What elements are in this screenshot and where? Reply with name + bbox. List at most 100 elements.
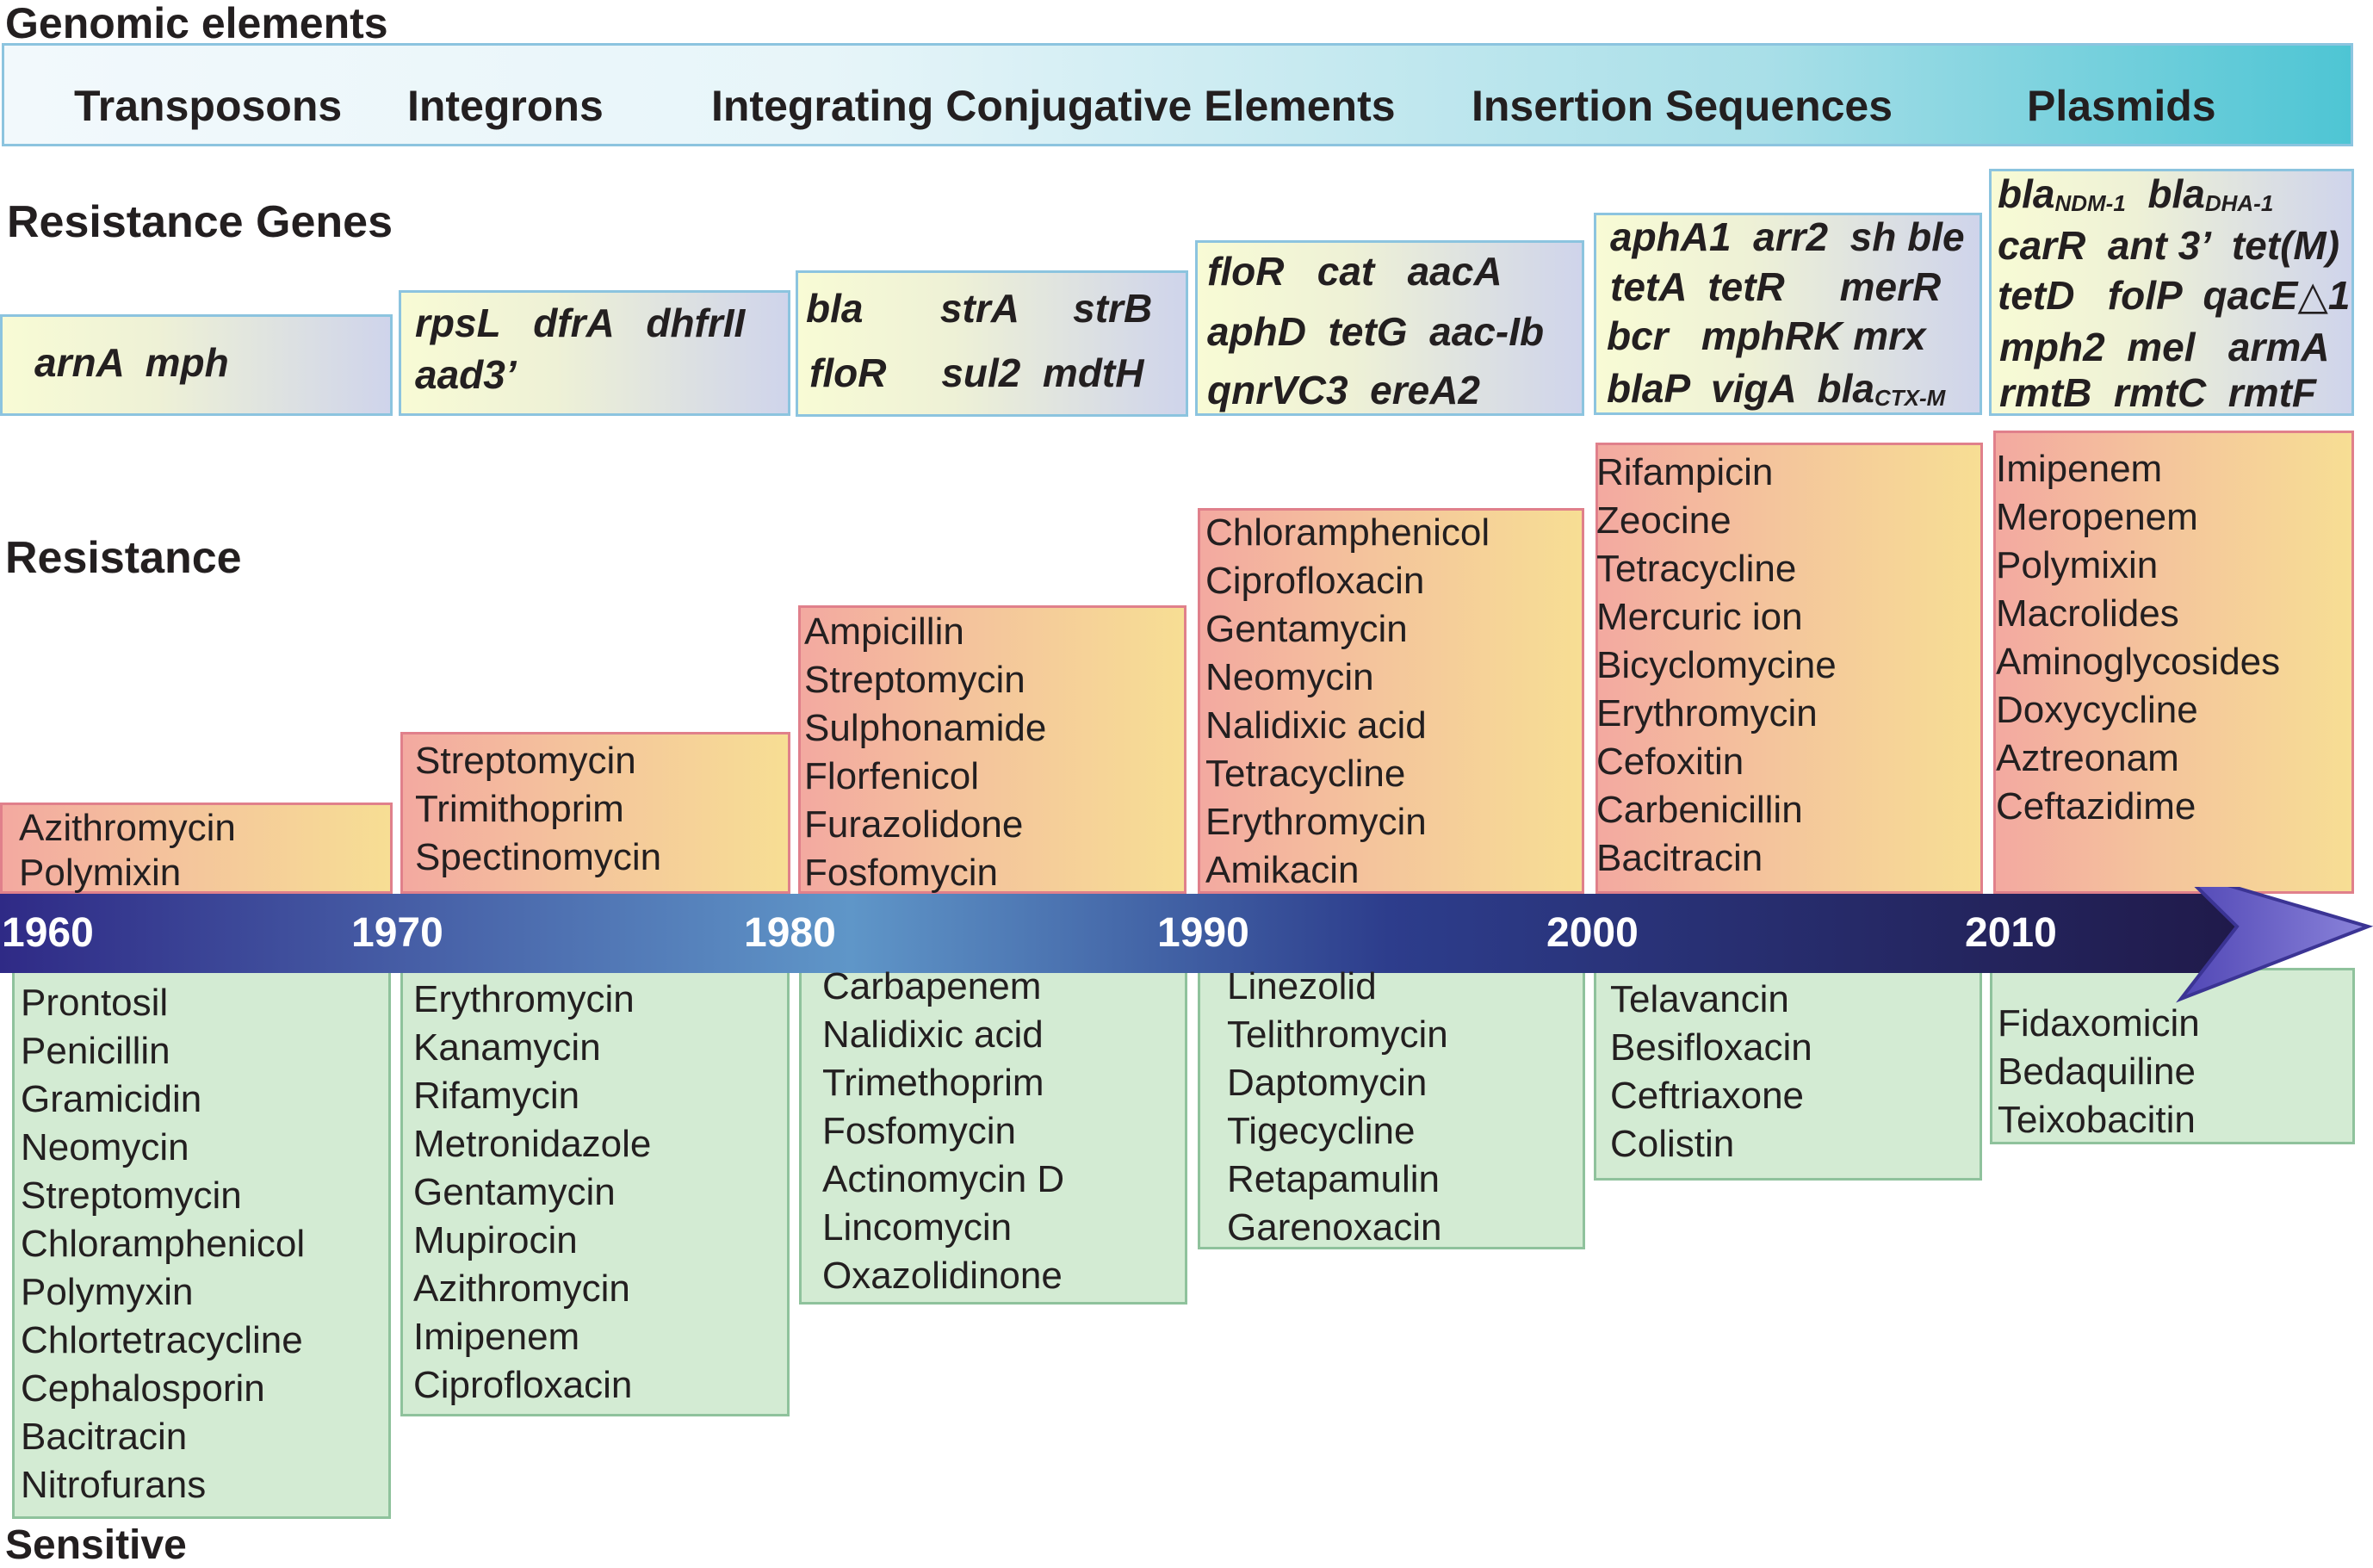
resistance-box-2000: [1595, 443, 1983, 894]
year-label-2010: 2010: [1965, 910, 2057, 956]
resistance-box-1970: [400, 732, 790, 894]
resistance-drug-2010: Macrolides: [1996, 592, 2179, 635]
resistance-drug-1990: Tetracycline: [1205, 753, 1406, 795]
genomic-element-plasmids: Plasmids: [2027, 82, 2216, 130]
resistance-box-1990: [1198, 508, 1584, 894]
year-label-2000: 2000: [1546, 910, 1639, 956]
resistance-drug-1990: Erythromycin: [1205, 801, 1427, 843]
sensitive-drug-1990: Linezolid: [1227, 965, 1377, 1007]
year-label-1990: 1990: [1157, 910, 1249, 956]
resistance-drug-2000: Bacitracin: [1596, 837, 1763, 879]
sensitive-drug-1960: Polymyxin: [21, 1271, 194, 1313]
resistance-drug-2000: Bicyclomycine: [1596, 644, 1837, 686]
resistance-drug-2000: Cefoxitin: [1596, 741, 1744, 783]
resistance-drug-1980: Sulphonamide: [804, 707, 1047, 749]
gene-line: rmtB rmtC rmtF: [1999, 370, 2317, 415]
timeline-bar: [0, 894, 2239, 973]
gene-line: mph2 mel armA: [1999, 325, 2330, 369]
genomic-element-ices: Integrating Conjugative Elements: [711, 82, 1396, 130]
gene-box-2010: [1989, 169, 2354, 416]
sensitive-box-2010: [1990, 968, 2355, 1144]
gene-box-2000: [1594, 213, 1982, 415]
resistance-drug-1980: Florfenicol: [804, 755, 979, 797]
resistance-drug-1970: Streptomycin: [415, 740, 636, 782]
gene-line: aad3’: [415, 352, 517, 397]
gene-line: floR sul2 mdtH: [809, 350, 1144, 395]
resistance-drug-2000: Zeocine: [1596, 499, 1732, 542]
sensitive-drug-1980: Carbapenem: [822, 965, 1042, 1007]
resistance-drug-1980: Streptomycin: [804, 659, 1025, 701]
resistance-drug-2010: Polymixin: [1996, 544, 2159, 586]
resistance-drug-1960: Polymixin: [19, 852, 182, 894]
resistance-drug-2000: Carbenicillin: [1596, 789, 1803, 831]
gene-line: arnA mph: [34, 340, 229, 385]
timeline-arrow-head: [2176, 887, 2373, 1003]
gene-box-1970: [399, 290, 790, 416]
gene-line: bla strA strB: [806, 286, 1153, 331]
sensitive-label: Sensitive: [5, 1522, 187, 1568]
resistance-drug-2010: Aminoglycosides: [1996, 641, 2281, 683]
sensitive-drug-1980: Fosfomycin: [822, 1110, 1016, 1152]
resistance-drug-1980: Furazolidone: [804, 803, 1024, 846]
sensitive-drug-2000: Besifloxacin: [1610, 1026, 1812, 1069]
resistance-drug-1990: Chloramphenicol: [1205, 511, 1490, 554]
sensitive-drug-1960: Neomycin: [21, 1126, 189, 1168]
genomic-elements-banner: [2, 43, 2353, 146]
sensitive-drug-1970: Imipenem: [413, 1316, 580, 1358]
sensitive-drug-2000: Ceftriaxone: [1610, 1075, 1805, 1117]
resistance-drug-2010: Ceftazidime: [1996, 785, 2196, 827]
resistance-drug-1970: Spectinomycin: [415, 836, 662, 878]
resistance-box-1980: [798, 605, 1186, 894]
sensitive-drug-1980: Oxazolidinone: [822, 1255, 1063, 1297]
year-label-1980: 1980: [744, 910, 836, 956]
sensitive-drug-1960: Prontosil: [21, 982, 169, 1024]
gene-line: carR ant 3’ tet(M): [1998, 223, 2340, 268]
resistance-genes-label: Resistance Genes: [7, 197, 393, 247]
sensitive-drug-2000: Telavancin: [1610, 978, 1789, 1020]
sensitive-drug-1960: Chloramphenicol: [21, 1223, 306, 1265]
genomic-element-insertion-sequences: Insertion Sequences: [1472, 82, 1893, 130]
resistance-drug-1990: Ciprofloxacin: [1205, 560, 1425, 602]
resistance-drug-1970: Trimithoprim: [415, 788, 624, 830]
resistance-drug-2010: Aztreonam: [1996, 737, 2179, 779]
gene-line: aphD tetG aac-Ib: [1207, 309, 1545, 354]
sensitive-drug-1990: Retapamulin: [1227, 1158, 1441, 1200]
sensitive-drug-2000: Colistin: [1610, 1123, 1735, 1165]
resistance-drug-1990: Nalidixic acid: [1205, 704, 1427, 747]
sensitive-drug-1960: Penicillin: [21, 1030, 170, 1072]
gene-box-1960: [0, 314, 393, 416]
sensitive-drug-1960: Bacitracin: [21, 1416, 188, 1458]
resistance-drug-2000: Mercuric ion: [1596, 596, 1803, 638]
sensitive-drug-1990: Daptomycin: [1227, 1062, 1428, 1104]
sensitive-drug-1960: Gramicidin: [21, 1078, 202, 1120]
gene-line: aphA1 arr2 sh ble: [1610, 214, 1965, 259]
sensitive-box-1960: [12, 968, 391, 1519]
sensitive-drug-1970: Metronidazole: [413, 1123, 652, 1165]
sensitive-drug-1980: Nalidixic acid: [822, 1013, 1044, 1056]
resistance-drug-2000: Tetracycline: [1596, 548, 1797, 590]
sensitive-drug-1960: Cephalosporin: [21, 1367, 265, 1410]
resistance-drug-2000: Erythromycin: [1596, 692, 1818, 734]
gene-line: blaP vigA blaCTX-M: [1607, 366, 1946, 411]
resistance-drug-2010: Meropenem: [1996, 496, 2198, 538]
timeline: [0, 887, 2373, 1003]
sensitive-drug-1970: Ciprofloxacin: [413, 1364, 633, 1406]
sensitive-drug-1960: Streptomycin: [21, 1174, 242, 1217]
resistance-box-1960: [0, 803, 393, 894]
gene-line: tetA tetR merR: [1610, 264, 1942, 309]
sensitive-drug-1990: Tigecycline: [1227, 1110, 1416, 1152]
resistance-label: Resistance: [5, 533, 242, 583]
sensitive-drug-1960: Chlortetracycline: [21, 1319, 303, 1361]
gene-box-1990: [1195, 240, 1584, 416]
sensitive-box-1970: [400, 968, 790, 1416]
year-label-1960: 1960: [2, 910, 94, 956]
sensitive-drug-1970: Gentamycin: [413, 1171, 616, 1213]
sensitive-drug-2010: Fidaxomicin: [1998, 1002, 2200, 1044]
resistance-drug-2000: Rifampicin: [1596, 451, 1774, 493]
sensitive-drug-1970: Azithromycin: [413, 1267, 630, 1310]
gene-line: qnrVC3 ereA2: [1207, 368, 1481, 412]
year-label-1970: 1970: [351, 910, 443, 956]
gene-line: rpsL dfrA dhfrII: [415, 301, 746, 345]
gene-line: tetD folP qacE△1: [1998, 273, 2351, 318]
sensitive-drug-1960: Nitrofurans: [21, 1464, 207, 1506]
